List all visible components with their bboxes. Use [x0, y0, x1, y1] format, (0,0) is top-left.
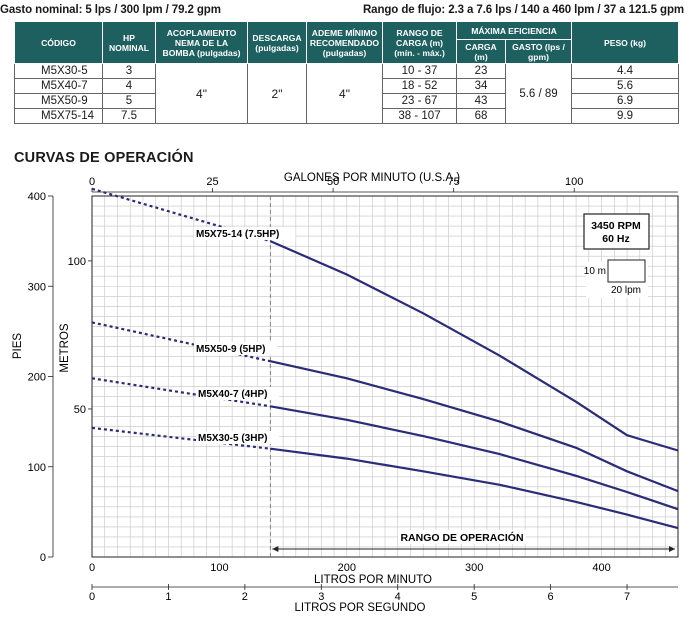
cell-load: 68 — [456, 108, 506, 124]
ft-tick-label: 100 — [28, 462, 46, 474]
header-weight: PESO (kg) — [571, 21, 679, 64]
x-tick-label: 200 — [338, 562, 356, 574]
cell-code: M5X75-14 — [14, 108, 103, 124]
cell-range: 38 - 107 — [382, 108, 457, 124]
rpm-box — [583, 213, 650, 250]
lps-tick-label: 3 — [318, 591, 324, 603]
operating-range-label-bg — [398, 530, 526, 544]
m-tick-label: 100 — [68, 256, 86, 268]
x-tick-label: 300 — [465, 562, 483, 574]
plot-frame — [91, 195, 679, 558]
scale-horizontal-label: 20 lpm — [611, 285, 641, 296]
x-tick-label: 400 — [592, 562, 610, 574]
series-label: M5X75-14 (7.5HP) — [196, 229, 279, 240]
lps-tick-label: 5 — [471, 591, 477, 603]
gpm-axis-label: GALONES POR MINUTO (U.S.A.) — [284, 172, 460, 184]
operating-range-arrowhead-right — [669, 546, 675, 552]
cell-flow: 5.6 / 89 — [505, 63, 572, 124]
flow-range-header: Rango de flujo: 2.3 a 7.6 lps / 140 a 46… — [362, 4, 684, 16]
x-tick-label: 100 — [210, 562, 228, 574]
m-tick-label: 50 — [74, 404, 86, 416]
header-flow: GASTO (lps / gpm) — [505, 39, 572, 64]
cell-weight: 9.9 — [571, 108, 679, 124]
gpm-tick-label: 25 — [206, 176, 218, 188]
cell-code: M5X30-5 — [14, 63, 103, 79]
scale-box — [607, 259, 646, 283]
nominal-flow-header: Gasto nominal: 5 lps / 300 lpm / 79.2 gp… — [0, 4, 221, 16]
cell-discharge: 2" — [247, 63, 307, 124]
hz-label: 60 Hz — [602, 233, 629, 245]
lps-axis-label: LITROS POR SEGUNDO — [295, 602, 426, 614]
lps-tick-label: 2 — [242, 591, 248, 603]
gpm-tick-label: 0 — [89, 176, 95, 188]
table-row: M5X30-5 3 4" 2" 4" 10 - 37 23 5.6 / 89 4… — [14, 63, 679, 124]
gpm-tick-label: 50 — [327, 176, 339, 188]
operating-range-arrowhead-left — [272, 546, 279, 552]
lps-tick-label: 4 — [395, 591, 401, 603]
spec-table: CÓDIGO HP NOMINAL ACOPLAMIENTO NEMA DE L… — [14, 21, 679, 124]
gpm-tick-label: 100 — [565, 176, 583, 188]
series-line — [270, 405, 679, 511]
chart-title: CURVAS DE OPERACIÓN — [14, 150, 194, 166]
header-max-efficiency: MÁXIMA EFICIENCIA — [456, 21, 572, 40]
lps-tick-label: 0 — [89, 591, 95, 603]
lps-tick-label: 1 — [165, 591, 171, 603]
series-line — [270, 447, 679, 530]
cell-hp: 7.5 — [102, 108, 156, 124]
series-label-bg — [194, 342, 278, 355]
series-label: M5X30-5 (3HP) — [198, 433, 267, 444]
header-head-range: RANGO DE CARGA (m) (mín. - máx.) — [382, 21, 457, 64]
ft-tick-label: 200 — [28, 372, 46, 384]
series-label: M5X40-7 (4HP) — [198, 389, 267, 400]
cell-coupling: 4" — [155, 63, 248, 124]
cell-code: M5X50-9 — [14, 93, 103, 109]
ft-tick-label: 0 — [40, 552, 46, 564]
ft-axis-label: PIES — [12, 333, 24, 360]
x-tick-label: 0 — [89, 562, 95, 574]
cell-casing: 4" — [306, 63, 383, 124]
ft-tick-label: 300 — [28, 281, 46, 293]
scale-vertical-label: 10 m — [584, 266, 606, 277]
x-axis-label: LITROS POR MINUTO — [314, 574, 432, 586]
table-row: M5X50-9 5 23 - 67 43 6.9 — [14, 93, 679, 109]
series-label-bg — [196, 431, 280, 444]
header-hp: HP NOMINAL — [102, 21, 156, 64]
m-axis-label: METROS — [59, 323, 71, 373]
series-label-bg — [196, 387, 280, 400]
series-line — [269, 240, 679, 452]
header-code: CÓDIGO — [14, 21, 103, 64]
operating-range-label: RANGO DE OPERACIÓN — [400, 531, 523, 544]
ft-tick-label: 400 — [28, 191, 46, 203]
header-discharge: DESCARGA (pulgadas) — [247, 21, 307, 64]
rpm-label: 3450 RPM — [591, 220, 641, 232]
gpm-tick-label: 75 — [448, 176, 460, 188]
series-line-dashed — [91, 187, 271, 243]
lps-tick-label: 7 — [624, 591, 630, 603]
lps-tick-label: 6 — [548, 591, 554, 603]
series-line-dashed — [91, 377, 271, 408]
series-label: M5X50-9 (5HP) — [196, 344, 265, 355]
table-row: M5X75-14 7.5 38 - 107 68 9.9 — [14, 108, 679, 124]
series-label-bg — [194, 227, 296, 240]
series-line — [270, 360, 679, 493]
